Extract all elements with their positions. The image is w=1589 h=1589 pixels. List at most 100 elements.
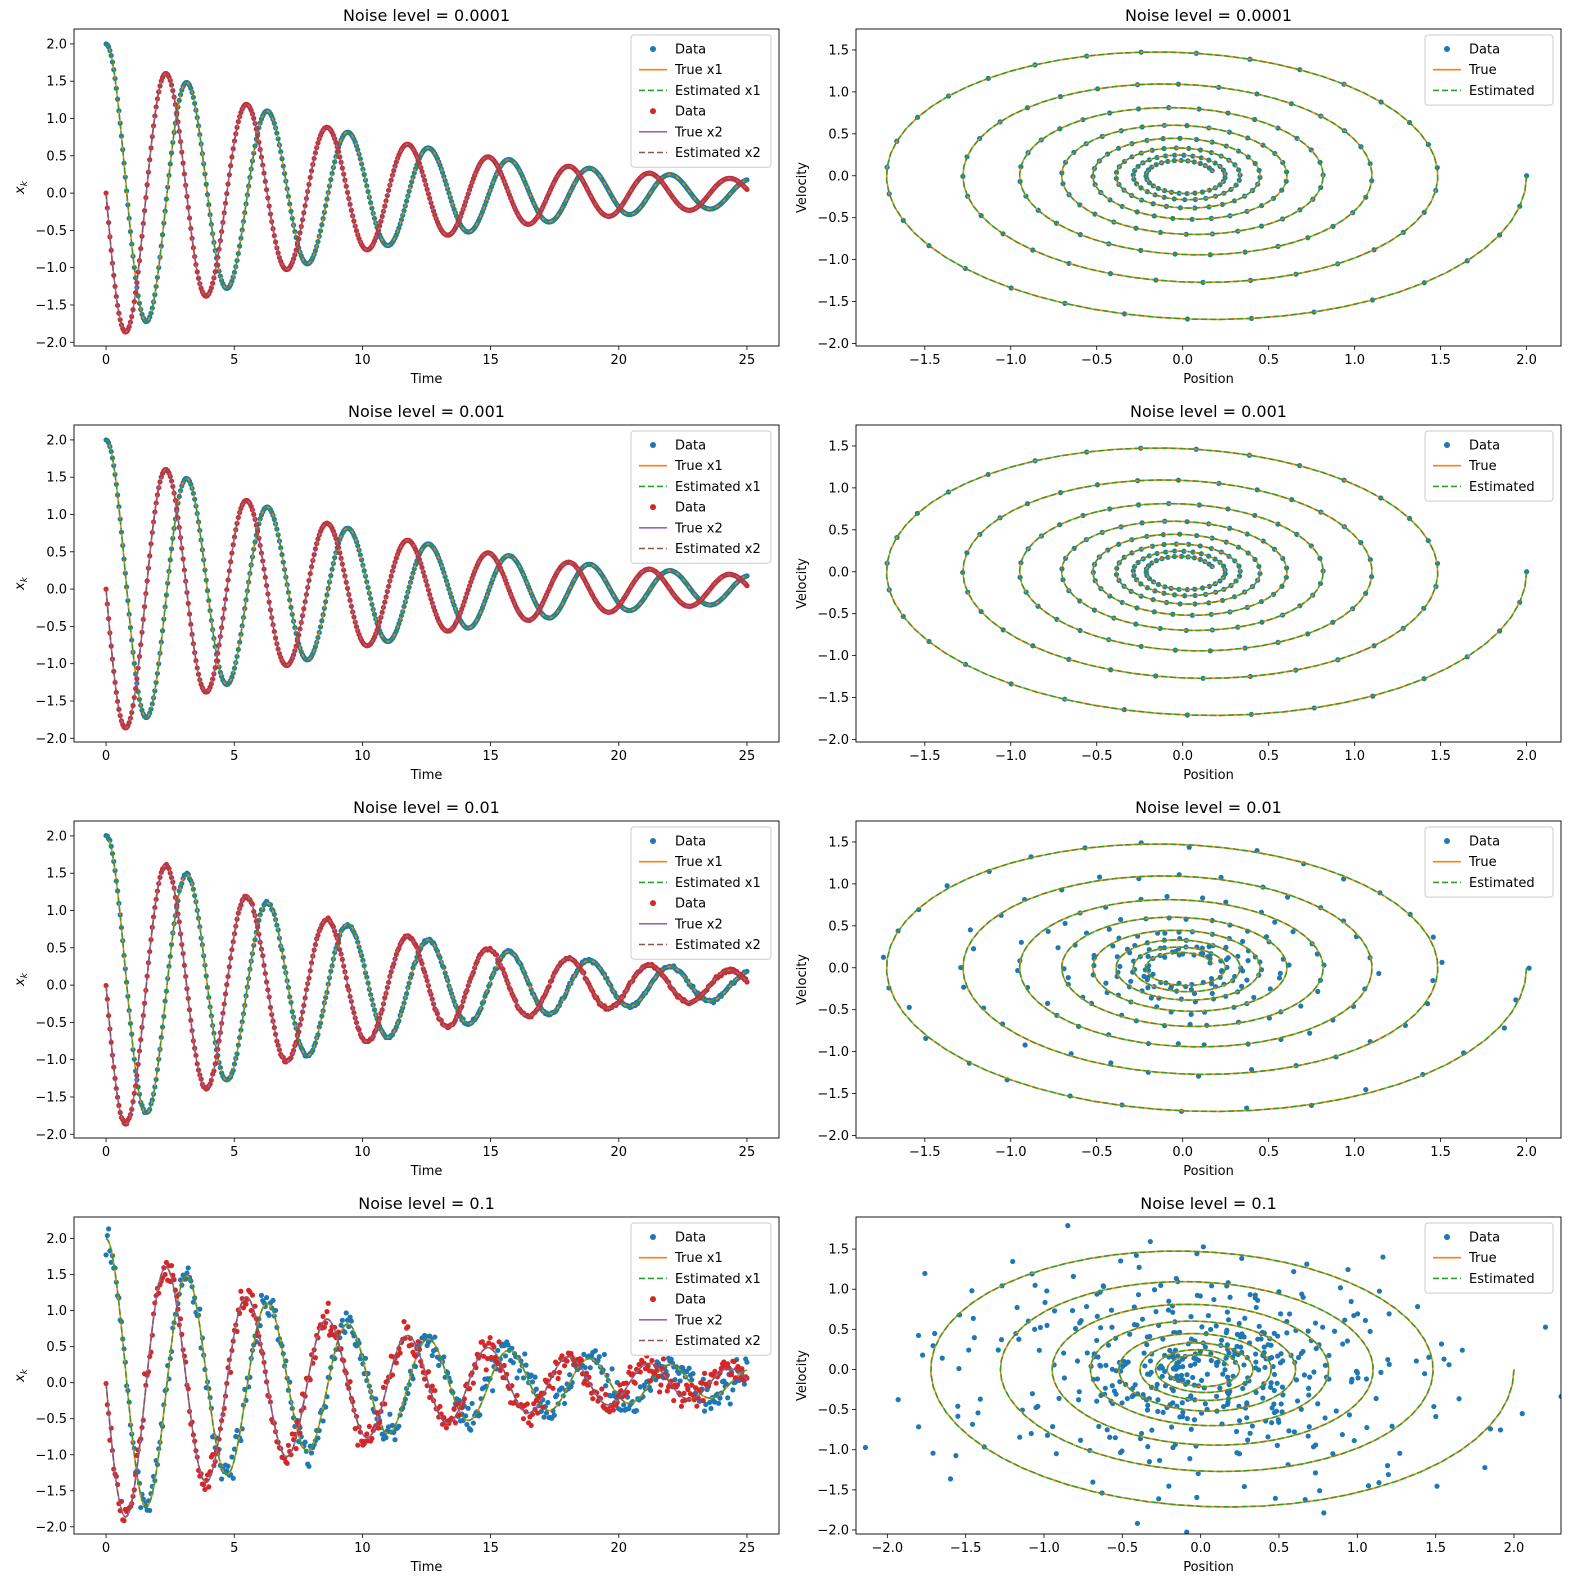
data-point [970, 946, 977, 952]
legend-label: True [1468, 459, 1497, 474]
data-point [906, 1004, 912, 1010]
data-point-x2 [325, 1300, 331, 1306]
data-point-x1 [266, 1312, 272, 1318]
estimated-trajectory-line [885, 447, 1528, 717]
data-point-x1 [436, 1362, 442, 1369]
y-tick-label: 1.0 [828, 85, 849, 100]
legend-marker [650, 900, 656, 907]
legend-marker [1444, 442, 1450, 448]
data-point-x1 [568, 1384, 574, 1390]
subplot-title: Noise level = 0.0001 [1125, 6, 1292, 25]
y-tick-label: 1.5 [828, 439, 849, 454]
legend-marker [1444, 46, 1450, 52]
x-axis-label: Time [410, 372, 443, 387]
y-tick-label: 0.0 [46, 187, 67, 202]
data-point-x2 [210, 1451, 216, 1458]
data-point-x1 [392, 1437, 398, 1443]
legend-label: True [1468, 855, 1497, 870]
data-point-x1 [581, 1351, 587, 1357]
data-point [1164, 893, 1170, 900]
x-axis-label: Position [1183, 1164, 1234, 1179]
data-point-x1 [725, 1395, 731, 1401]
x-tick-label: 20 [610, 1145, 627, 1160]
data-point-x2 [578, 1357, 584, 1363]
data-point-x2 [535, 1410, 541, 1416]
data-point-x2 [355, 1442, 361, 1448]
data-point-x2 [550, 1385, 556, 1391]
subplot-title: Noise level = 0.0001 [343, 6, 510, 25]
data-point [1267, 986, 1273, 992]
axes-frame [855, 820, 1562, 1139]
y-axis-label-main: x [13, 582, 28, 591]
x-tick-label: 5 [230, 749, 238, 764]
x-tick-label: 0.0 [1172, 749, 1193, 764]
estimated-x2-line [105, 468, 748, 729]
data-point-x1 [567, 1372, 573, 1378]
data-point-x2 [248, 1307, 254, 1314]
data-point-x2 [377, 1420, 383, 1426]
data-point-x1 [469, 1400, 475, 1407]
data-point-x2 [415, 1339, 421, 1345]
subplot-title: Noise level = 0.001 [1130, 402, 1287, 421]
y-tick-label: 0.0 [828, 169, 849, 184]
data-point-x2 [496, 1339, 502, 1345]
subplot-4: Noise level = 0.001−1.5 −1.0 −0.5 0.0 0.5 1.0… [795, 402, 1562, 783]
data-point-x2 [121, 1518, 127, 1524]
data-point-x1 [308, 1450, 315, 1456]
estimated-x1-line [105, 43, 748, 323]
data-point [1513, 997, 1519, 1003]
data-point-x1 [559, 1385, 565, 1391]
x-tick-label: 10 [354, 1145, 371, 1160]
plot-area [884, 49, 1530, 322]
legend-label: True x1 [674, 459, 723, 474]
legend-label: Estimated [1469, 876, 1535, 891]
data-point-x1 [410, 1376, 416, 1382]
y-tick-label: 1.5 [828, 835, 849, 850]
data-point-x1 [543, 1410, 550, 1416]
x-axis-label: Time [410, 1164, 443, 1179]
y-tick-label: −1.0 [35, 657, 67, 672]
data-point-x1 [716, 1400, 722, 1406]
legend-label: Data [1469, 439, 1500, 454]
legend-label: Data [1469, 835, 1500, 850]
data-point-x2 [206, 1484, 212, 1490]
legend-label: Estimated x2 [675, 938, 761, 953]
data-point-x2 [366, 1423, 372, 1430]
data-point-x1 [517, 1368, 523, 1374]
data-point-x1 [343, 1310, 349, 1316]
data-point-x1 [609, 1366, 615, 1372]
data-point-x1 [601, 1351, 607, 1358]
x-tick-label: 0.5 [1258, 749, 1279, 764]
data-point-x1 [618, 1407, 624, 1413]
data-point-x1 [523, 1362, 529, 1368]
data-point [1223, 956, 1230, 963]
data-point [1091, 952, 1097, 959]
legend-box [1424, 34, 1554, 106]
data-point [1341, 876, 1347, 882]
data-point-x2 [326, 1332, 333, 1338]
data-point [1145, 985, 1151, 991]
data-point-x1 [230, 1475, 236, 1481]
data-point-x1 [561, 1400, 568, 1407]
plot-area [103, 1226, 750, 1524]
y-axis-label: xk [13, 972, 30, 987]
axes-frame [73, 424, 780, 743]
data-point [1315, 988, 1321, 995]
data-point-x2 [323, 1320, 329, 1326]
data-point-x1 [103, 1252, 109, 1258]
data-point-x1 [238, 1437, 244, 1444]
data-point [880, 954, 887, 960]
x-tick-label: 1.5 [1430, 1145, 1451, 1160]
legend-label: Estimated x2 [675, 146, 761, 161]
data-point-x1 [690, 1371, 696, 1377]
data-point [923, 1035, 929, 1041]
data-point [1307, 1030, 1313, 1036]
legend-label: Estimated x1 [675, 876, 761, 891]
data-point-x1 [533, 1386, 539, 1392]
y-tick-label: 0.0 [828, 961, 849, 976]
y-axis-label-subscript: k [20, 972, 30, 978]
data-point [1022, 1042, 1028, 1048]
data-point-x2 [393, 1360, 399, 1366]
data-point [1245, 958, 1251, 964]
